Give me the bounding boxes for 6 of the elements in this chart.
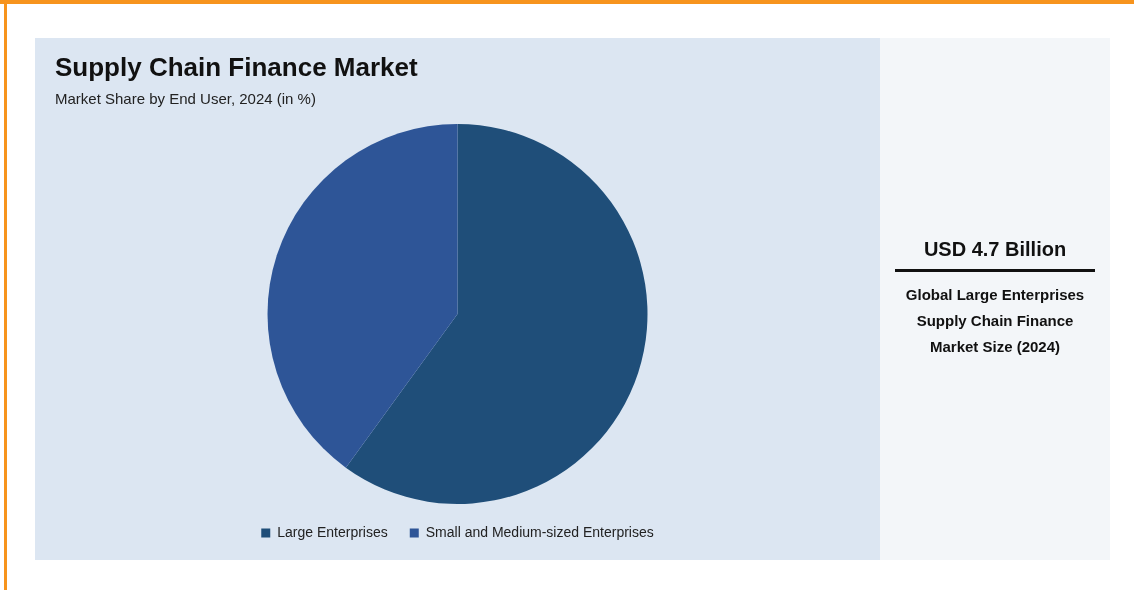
text: USD 4.7 Billion (922, 238, 1068, 261)
chart-title: Supply Chain Finance Market (55, 52, 418, 83)
legend-label: Large Enterprises (277, 523, 388, 540)
text: Global Large Enterprises Supply Chain Finance Market Size (2024) (905, 285, 1085, 357)
legend-label: Small and Medium-sized Enterprises (425, 523, 654, 540)
chart-subtitle: Market Share by End User, 2024 (in %) (55, 90, 316, 107)
